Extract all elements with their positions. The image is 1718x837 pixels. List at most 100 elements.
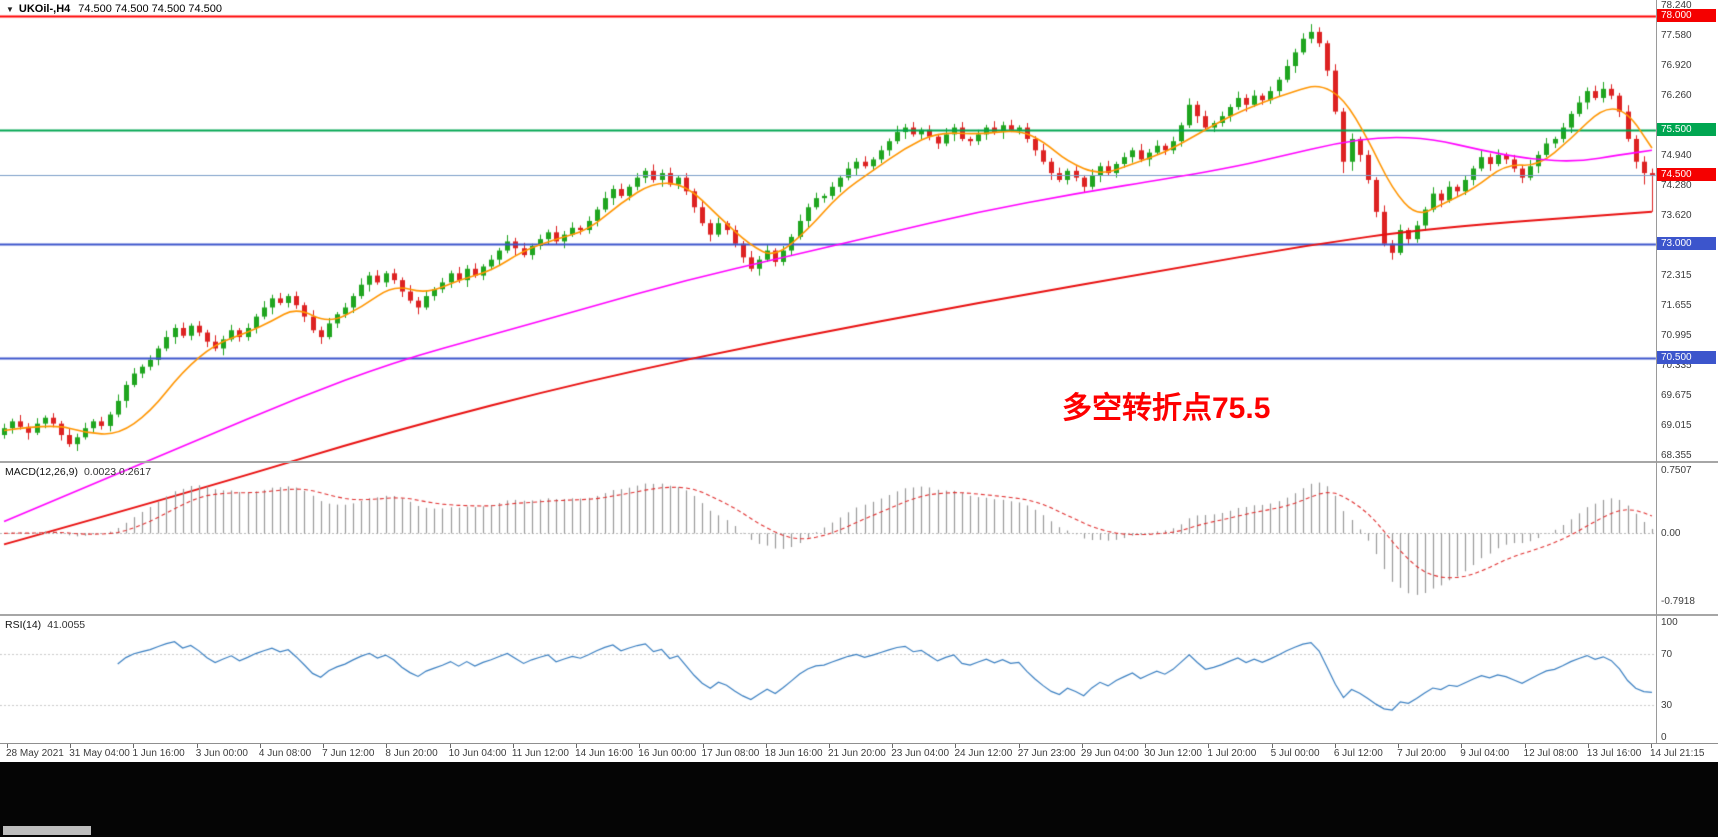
main-chart-pane[interactable] <box>0 0 1656 461</box>
price-axis-label: 71.655 <box>1661 299 1692 311</box>
time-axis-tick <box>1271 744 1273 748</box>
price-axis-label: 76.920 <box>1661 60 1692 72</box>
price-axis-label: 72.315 <box>1661 269 1692 281</box>
time-label: 5 Jul 00:00 <box>1270 748 1320 759</box>
rsi-axis-label: 0 <box>1661 732 1667 743</box>
time-axis-tick <box>1461 744 1463 748</box>
time-axis-tick <box>7 744 8 748</box>
macd-indicator-label: MACD(12,26,9) 0.0023 0.2617 <box>5 466 151 478</box>
pane-resize-handle[interactable] <box>0 461 1718 463</box>
time-axis-tick <box>386 744 388 748</box>
macd-axis-label: 0.7507 <box>1661 464 1692 476</box>
time-label: 28 May 2021 <box>6 748 64 759</box>
time-axis-tick <box>70 744 72 748</box>
time-label: 18 Jun 16:00 <box>764 748 823 759</box>
time-axis-tick <box>196 744 198 748</box>
time-label: 7 Jul 20:00 <box>1397 748 1446 759</box>
price-axis-label: 74.940 <box>1661 150 1692 162</box>
price-axis-label: 69.015 <box>1661 420 1692 432</box>
time-axis-tick <box>1208 744 1210 748</box>
time-label: 10 Jun 04:00 <box>448 748 507 759</box>
rsi-axis-label: 30 <box>1661 699 1673 711</box>
time-label: 4 Jun 08:00 <box>258 748 312 759</box>
time-label: 31 May 04:00 <box>69 748 130 759</box>
time-axis-tick <box>702 744 704 748</box>
time-axis-tick <box>829 744 830 748</box>
time-label: 17 Jun 08:00 <box>701 748 760 759</box>
price-axis-label: 76.260 <box>1661 90 1692 102</box>
time-label: 12 Jul 08:00 <box>1523 748 1579 759</box>
time-axis-tick <box>512 744 514 748</box>
price-axis-label: 70.335 <box>1661 360 1692 372</box>
time-label: 7 Jun 12:00 <box>322 748 375 759</box>
rsi-axis-label: 70 <box>1661 649 1673 661</box>
price-axis-label: 74.280 <box>1661 180 1692 192</box>
time-label: 29 Jun 04:00 <box>1080 748 1139 759</box>
time-axis-tick <box>259 744 261 748</box>
time-label: 23 Jun 04:00 <box>891 748 950 759</box>
price-axis[interactable]: 78.240 77.580 76.920 76.260 74.940 74.280 73.6… <box>1657 0 1718 743</box>
chart-text-annotation[interactable]: 多空转折点75.5 <box>1062 392 1271 425</box>
bottom-panel-scroll-handle[interactable] <box>3 826 91 835</box>
time-label: 13 Jul 16:00 <box>1586 748 1642 759</box>
time-label: 8 Jun 20:00 <box>385 748 438 759</box>
time-axis-tick <box>1081 744 1083 748</box>
price-axis-label: 70.995 <box>1661 330 1692 342</box>
time-axis-tick <box>1334 744 1336 748</box>
time-axis-border <box>0 743 1718 744</box>
price-axis-label: 77.580 <box>1661 30 1692 42</box>
time-axis[interactable]: 28 May 2021 31 May 04:00 1 Jun 16:00 3 Jun … <box>0 744 1718 762</box>
symbol-timeframe-label: UKOil-,H4 <box>18 3 71 15</box>
time-axis-tick <box>955 744 957 748</box>
time-label: 21 Jun 20:00 <box>828 748 886 759</box>
pane-resize-handle[interactable] <box>0 614 1718 616</box>
time-axis-tick <box>576 744 578 748</box>
time-label: 30 Jun 12:00 <box>1144 748 1202 759</box>
time-axis-tick <box>1018 744 1020 748</box>
macd-axis-label: 0.00 <box>1661 528 1681 540</box>
time-axis-tick <box>449 744 451 748</box>
time-label: 16 Jun 00:00 <box>638 748 697 759</box>
price-axis-label: 73.620 <box>1661 210 1692 222</box>
time-axis-tick <box>1398 744 1400 748</box>
price-axis-label: 78.240 <box>1661 0 1692 11</box>
price-axis-label: 69.675 <box>1661 390 1692 402</box>
price-axis-border <box>1656 0 1657 743</box>
chart-menu-triangle-icon[interactable]: ▼ <box>6 5 14 14</box>
time-label: 9 Jul 04:00 <box>1460 748 1510 759</box>
price-level-tag: 78.000 <box>1657 8 1716 22</box>
time-axis-tick <box>323 744 325 748</box>
bottom-black-panel <box>0 762 1718 837</box>
ohlc-values-label: 74.500 74.500 74.500 74.500 <box>78 3 223 15</box>
time-axis-tick <box>892 744 894 748</box>
rsi-value: 41.0055 <box>47 619 86 631</box>
rsi-axis-label: 100 <box>1661 617 1678 628</box>
time-label: 14 Jul 21:15 <box>1650 748 1705 759</box>
time-axis-tick <box>1145 744 1147 748</box>
time-label: 14 Jun 16:00 <box>575 748 633 759</box>
macd-name: MACD(12,26,9) <box>5 466 78 478</box>
rsi-name: RSI(14) <box>5 619 42 631</box>
time-label: 24 Jun 12:00 <box>954 748 1013 759</box>
time-label: 11 Jun 12:00 <box>511 748 569 759</box>
macd-pane[interactable] <box>0 463 1656 614</box>
time-axis-tick <box>133 744 135 748</box>
time-axis-tick <box>1524 744 1526 748</box>
chart-title-overlay: ▼ UKOil-,H4 74.500 74.500 74.500 74.500 <box>6 3 222 15</box>
time-axis-tick <box>765 744 767 748</box>
price-level-tag: 74.500 <box>1657 168 1716 182</box>
price-level-tag: 75.500 <box>1657 122 1716 136</box>
time-axis-tick <box>1587 744 1589 748</box>
time-label: 6 Jul 12:00 <box>1333 748 1383 759</box>
price-level-tag: 70.500 <box>1657 350 1716 364</box>
price-axis-label: 68.355 <box>1661 450 1692 462</box>
time-label: 1 Jul 20:00 <box>1207 748 1257 759</box>
time-label: 1 Jun 16:00 <box>132 748 185 759</box>
rsi-indicator-label: RSI(14) 41.0055 <box>5 619 85 631</box>
macd-values: 0.0023 0.2617 <box>83 466 152 478</box>
macd-axis-label: -0.7918 <box>1661 595 1695 607</box>
price-level-tag: 73.000 <box>1657 236 1716 250</box>
rsi-pane[interactable] <box>0 616 1656 743</box>
